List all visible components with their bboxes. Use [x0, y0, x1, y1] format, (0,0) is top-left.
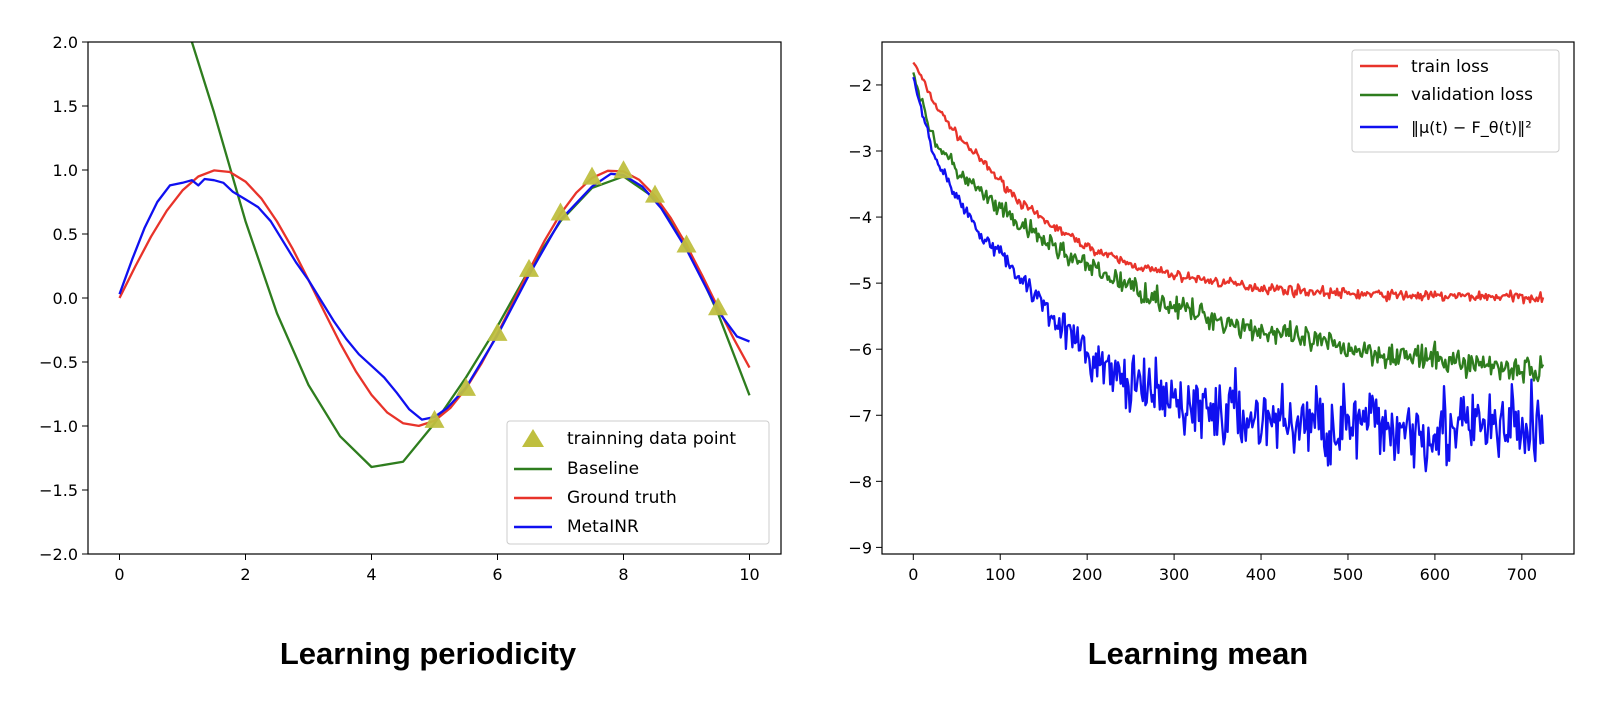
axes-frame	[881, 41, 1575, 555]
x-tick-label: 700	[1507, 565, 1538, 584]
legend-label-validation-loss: validation loss	[1411, 85, 1533, 105]
series-line-train-loss	[912, 61, 1545, 305]
series-line-metainr	[118, 172, 750, 421]
data-point-trainning-data-point	[424, 409, 445, 428]
x-tick-label: 200	[1072, 565, 1103, 584]
caption-learning-mean: Learning mean	[1088, 636, 1309, 671]
y-tick-label: −8	[848, 472, 872, 491]
legend-label-mean-error: ‖μ(t) − F_θ(t)‖²	[1411, 118, 1532, 138]
data-point-trainning-data-point	[613, 160, 634, 179]
x-tick-label: 2	[240, 565, 250, 584]
y-tick-label: −1.5	[39, 481, 78, 500]
data-point-trainning-data-point	[487, 322, 508, 341]
legend-box	[1351, 49, 1560, 153]
axis-ticks: 0 100 200 300 400 500 600 700 −2 −3 −4 −5 −6 −7 −8 −9	[848, 76, 1537, 584]
y-tick-label: 2.0	[53, 33, 78, 52]
y-tick-label: −0.5	[39, 353, 78, 372]
x-tick-label: 8	[618, 565, 628, 584]
data-point-trainning-data-point	[519, 258, 539, 277]
x-tick-label: 0	[908, 565, 918, 584]
axis-ticks: 0 2 4 6 8 10 2.0 1.5 1.0 0.5 0.0 −0.5 −1.0 −1.5 −2.0	[39, 33, 760, 584]
x-tick-label: 500	[1333, 565, 1364, 584]
plot-area	[912, 61, 1545, 473]
legend: train loss validation loss ‖μ(t) − F_θ(t…	[1351, 49, 1560, 153]
y-tick-label: −3	[848, 142, 872, 161]
x-tick-label: 6	[492, 565, 502, 584]
series-line-ground-truth	[118, 169, 751, 428]
legend-label-ground-truth: Ground truth	[567, 488, 677, 508]
data-point-trainning-data-point	[456, 377, 476, 396]
legend-label-train-loss: train loss	[1411, 57, 1489, 77]
chart-learning-mean: 0 100 200 300 400 500 600 700 −2 −3 −4 −5 −6 −7 −8 −9 t…	[848, 41, 1575, 671]
data-point-trainning-data-point	[708, 297, 728, 316]
legend-swatch-trainning-data-point	[522, 429, 544, 447]
chart-learning-periodicity: 0 2 4 6 8 10 2.0 1.5 1.0 0.5 0.0 −0.5 −1.0 −1.5 −2.0 t…	[39, 33, 782, 671]
legend-label-metainr: MetaINR	[567, 517, 639, 537]
x-tick-label: 400	[1246, 565, 1277, 584]
x-tick-label: 100	[985, 565, 1016, 584]
x-tick-label: 600	[1420, 565, 1451, 584]
legend-label-trainning-data-point: trainning data point	[567, 429, 736, 449]
y-tick-label: −2.0	[39, 545, 78, 564]
y-tick-label: −6	[848, 340, 872, 359]
data-point-trainning-data-point	[645, 184, 665, 203]
y-tick-label: −1.0	[39, 417, 78, 436]
y-tick-label: −7	[848, 406, 872, 425]
data-point-trainning-data-point	[550, 202, 571, 221]
legend-label-baseline: Baseline	[567, 459, 639, 479]
legend: trainning data point Baseline Ground tru…	[506, 420, 770, 545]
y-tick-label: −5	[848, 274, 872, 293]
caption-learning-periodicity: Learning periodicity	[280, 636, 577, 671]
legend-box	[506, 420, 770, 545]
y-tick-label: 0.5	[53, 225, 78, 244]
series-line-t-f-t	[912, 76, 1545, 473]
data-point-trainning-data-point	[582, 166, 602, 185]
data-point-trainning-data-point	[676, 234, 697, 253]
x-tick-label: 10	[739, 565, 759, 584]
y-tick-label: 1.5	[53, 97, 78, 116]
x-tick-label: 300	[1159, 565, 1190, 584]
x-tick-label: 4	[366, 565, 376, 584]
y-tick-label: 1.0	[53, 161, 78, 180]
series-line-validation-loss	[912, 72, 1545, 384]
y-tick-label: 0.0	[53, 289, 78, 308]
x-tick-label: 0	[114, 565, 124, 584]
series-line-baseline	[190, 42, 751, 469]
y-tick-label: −2	[848, 76, 872, 95]
y-tick-label: −9	[848, 538, 872, 557]
y-tick-label: −4	[848, 208, 872, 227]
plot-area	[118, 42, 751, 469]
